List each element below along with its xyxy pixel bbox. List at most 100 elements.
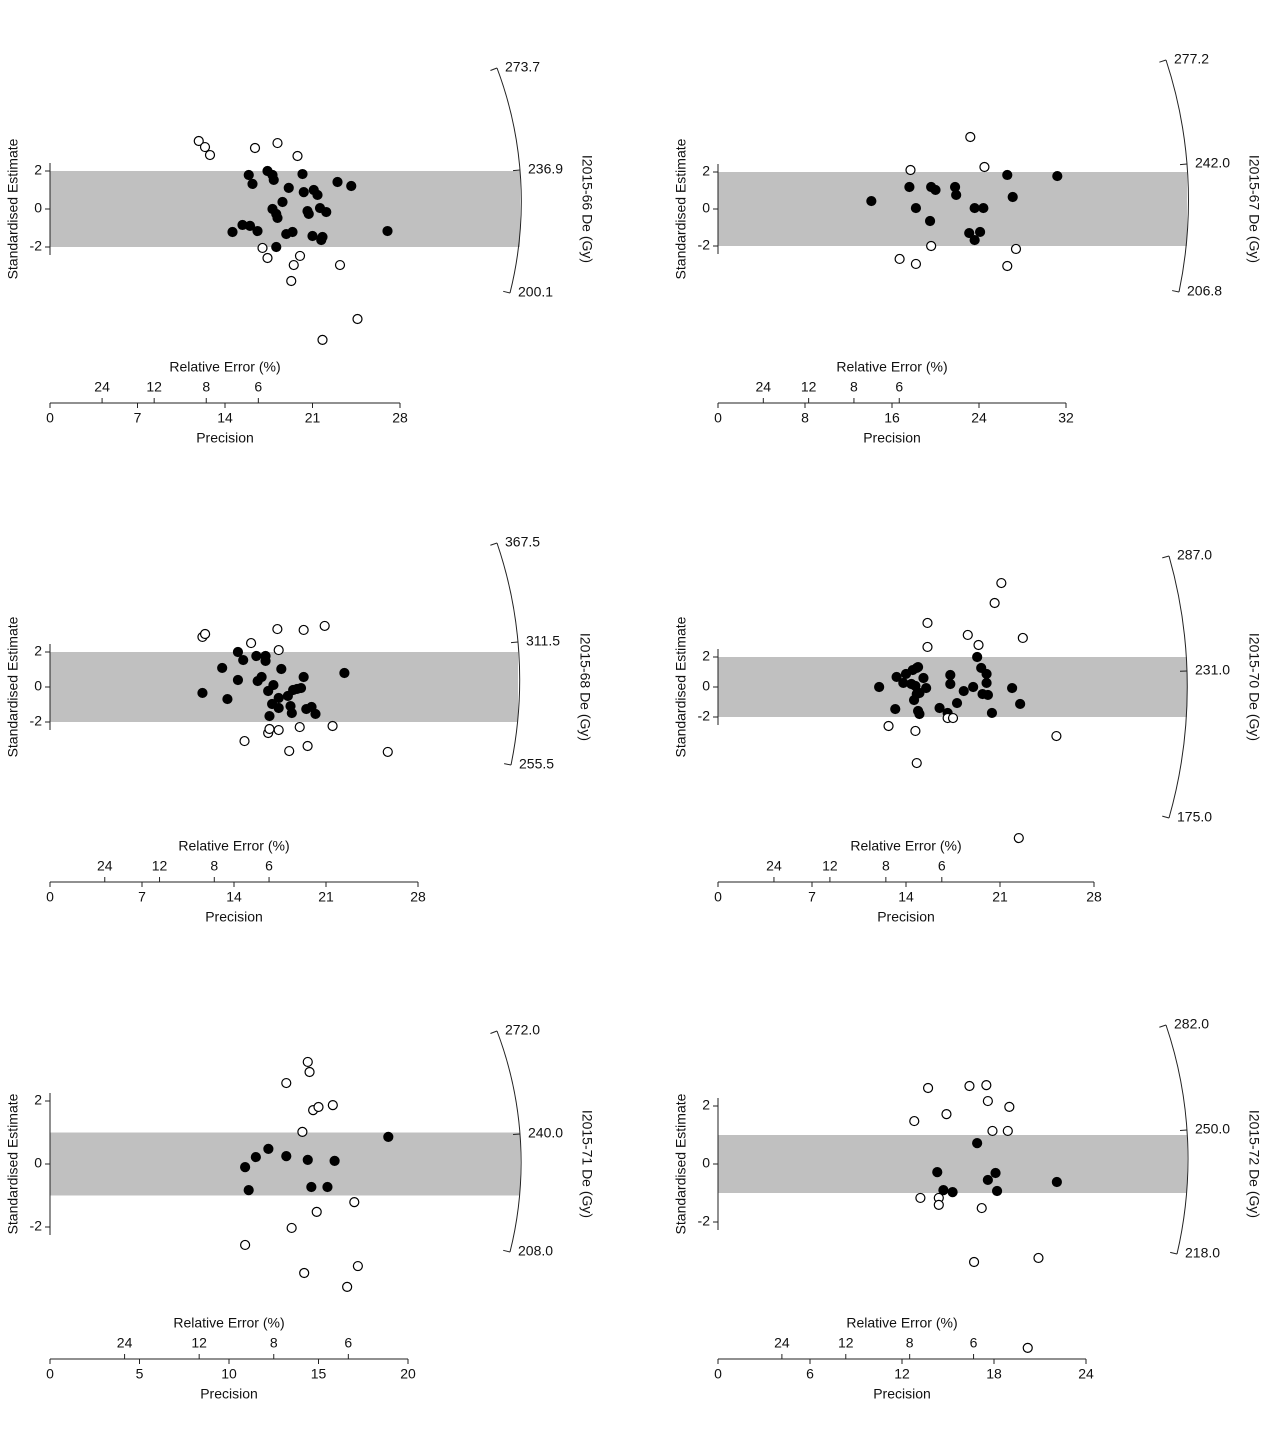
data-point bbox=[938, 1184, 949, 1196]
y-tick-label: -2 bbox=[698, 237, 711, 253]
data-point bbox=[866, 195, 877, 207]
confidence-band bbox=[50, 1132, 520, 1196]
data-point bbox=[332, 176, 343, 188]
data-point bbox=[284, 745, 295, 757]
data-point bbox=[874, 681, 885, 693]
data-point bbox=[883, 720, 894, 732]
data-point bbox=[914, 687, 925, 699]
data-point bbox=[969, 234, 980, 246]
z-tick-label: 367.5 bbox=[505, 534, 540, 550]
data-point bbox=[976, 1202, 987, 1214]
data-point bbox=[932, 1167, 943, 1178]
data-point bbox=[352, 1260, 363, 1272]
data-point bbox=[349, 1197, 360, 1208]
data-point bbox=[921, 682, 932, 694]
z-tick-label: 231.0 bbox=[1195, 662, 1230, 678]
data-point bbox=[298, 624, 309, 636]
data-point bbox=[252, 225, 263, 237]
data-point bbox=[277, 196, 288, 208]
data-point bbox=[286, 707, 297, 719]
data-point bbox=[1002, 1125, 1013, 1137]
data-point bbox=[321, 206, 332, 218]
data-point bbox=[1051, 730, 1062, 742]
data-point bbox=[346, 180, 357, 192]
confidence-band bbox=[718, 1135, 1187, 1193]
data-point bbox=[947, 1187, 958, 1198]
data-point bbox=[311, 1206, 322, 1217]
data-point bbox=[295, 682, 307, 694]
data-point bbox=[945, 678, 956, 690]
y-axis-label: Standardised Estimate bbox=[673, 1093, 689, 1234]
data-point bbox=[281, 1077, 292, 1089]
y-tick-label: 2 bbox=[34, 643, 42, 659]
data-point bbox=[245, 637, 257, 649]
x-tick-label: 20 bbox=[400, 1366, 416, 1382]
data-point bbox=[904, 181, 915, 193]
z-tick bbox=[490, 67, 498, 71]
x2-axis-label: Relative Error (%) bbox=[169, 359, 280, 375]
data-point bbox=[286, 275, 297, 287]
data-point bbox=[243, 1185, 254, 1196]
data-point bbox=[918, 672, 929, 684]
data-point bbox=[951, 189, 962, 201]
x-tick-label: 7 bbox=[138, 889, 146, 905]
y-tick-label: 2 bbox=[34, 1092, 42, 1108]
data-point bbox=[264, 723, 275, 735]
x2-axis-label: Relative Error (%) bbox=[846, 1315, 957, 1331]
data-point bbox=[243, 169, 254, 181]
data-point bbox=[922, 1082, 934, 1094]
x-tick-label: 0 bbox=[46, 410, 54, 426]
data-point bbox=[317, 334, 328, 346]
data-point bbox=[297, 1126, 308, 1137]
x-tick-label: 28 bbox=[392, 410, 408, 426]
y-tick-label: 0 bbox=[702, 678, 710, 694]
data-point bbox=[193, 135, 204, 147]
x-tick-label: 16 bbox=[884, 410, 900, 426]
x2-tick-label: 8 bbox=[882, 858, 890, 874]
data-point bbox=[1006, 682, 1018, 694]
x2-tick-label: 8 bbox=[270, 1335, 278, 1351]
data-point bbox=[352, 313, 363, 325]
data-point bbox=[294, 721, 305, 733]
data-point bbox=[294, 250, 306, 262]
x-tick-label: 0 bbox=[714, 1366, 722, 1382]
data-point bbox=[302, 1154, 313, 1166]
x-tick-label: 7 bbox=[808, 889, 816, 905]
z-axis-label: I2015-67 De (Gy) bbox=[1246, 155, 1262, 263]
x2-tick-label: 24 bbox=[774, 1335, 790, 1351]
data-point bbox=[891, 671, 902, 683]
y-tick-label: -2 bbox=[30, 1218, 43, 1234]
data-point bbox=[890, 703, 901, 715]
data-point bbox=[910, 258, 922, 270]
data-point bbox=[240, 1239, 251, 1251]
z-tick bbox=[1172, 290, 1180, 293]
z-tick bbox=[490, 1030, 498, 1034]
x2-tick-label: 24 bbox=[97, 858, 113, 874]
data-point bbox=[990, 1167, 1001, 1179]
x2-tick-label: 24 bbox=[94, 379, 110, 395]
data-point bbox=[317, 231, 328, 243]
data-point bbox=[969, 202, 980, 214]
x-axis-label: Precision bbox=[200, 1386, 258, 1402]
data-point bbox=[264, 710, 275, 722]
data-point bbox=[273, 644, 284, 656]
z-tick bbox=[504, 763, 512, 766]
data-point bbox=[383, 1131, 394, 1143]
x2-tick-label: 8 bbox=[202, 379, 210, 395]
data-point bbox=[382, 225, 393, 237]
x-tick-label: 24 bbox=[971, 410, 987, 426]
data-point bbox=[306, 1181, 317, 1193]
x-tick-label: 28 bbox=[1086, 889, 1102, 905]
data-point bbox=[273, 702, 284, 714]
data-point bbox=[1004, 1101, 1015, 1112]
z-tick-label: 236.9 bbox=[528, 161, 563, 177]
data-point bbox=[941, 1109, 952, 1120]
data-point bbox=[934, 702, 945, 714]
x2-tick-label: 12 bbox=[801, 379, 817, 395]
data-point bbox=[271, 241, 282, 253]
data-point bbox=[986, 707, 998, 719]
x-tick-label: 21 bbox=[992, 889, 1008, 905]
data-point bbox=[329, 1155, 340, 1166]
z-tick-label: 242.0 bbox=[1195, 155, 1230, 171]
data-point bbox=[1013, 832, 1024, 844]
